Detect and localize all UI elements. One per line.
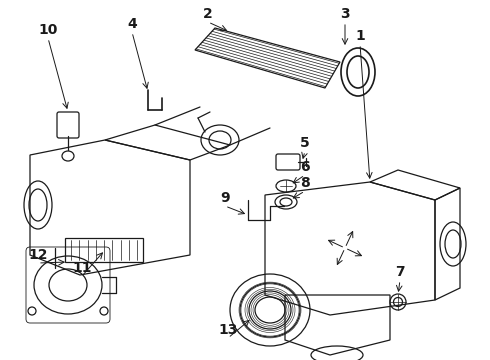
Text: 4: 4 [127, 17, 137, 31]
Bar [65, 238, 143, 262]
Text: 11: 11 [72, 261, 92, 275]
Text: 2: 2 [203, 7, 213, 21]
Text: 13: 13 [219, 323, 238, 337]
Text: 1: 1 [355, 29, 365, 43]
Text: 9: 9 [220, 191, 230, 205]
Text: 10: 10 [38, 23, 58, 37]
Text: 3: 3 [340, 7, 350, 21]
Text: 6: 6 [300, 160, 310, 174]
Text: 7: 7 [395, 265, 405, 279]
Text: 8: 8 [300, 176, 310, 190]
Text: 12: 12 [28, 248, 48, 262]
Text: 5: 5 [300, 136, 310, 150]
